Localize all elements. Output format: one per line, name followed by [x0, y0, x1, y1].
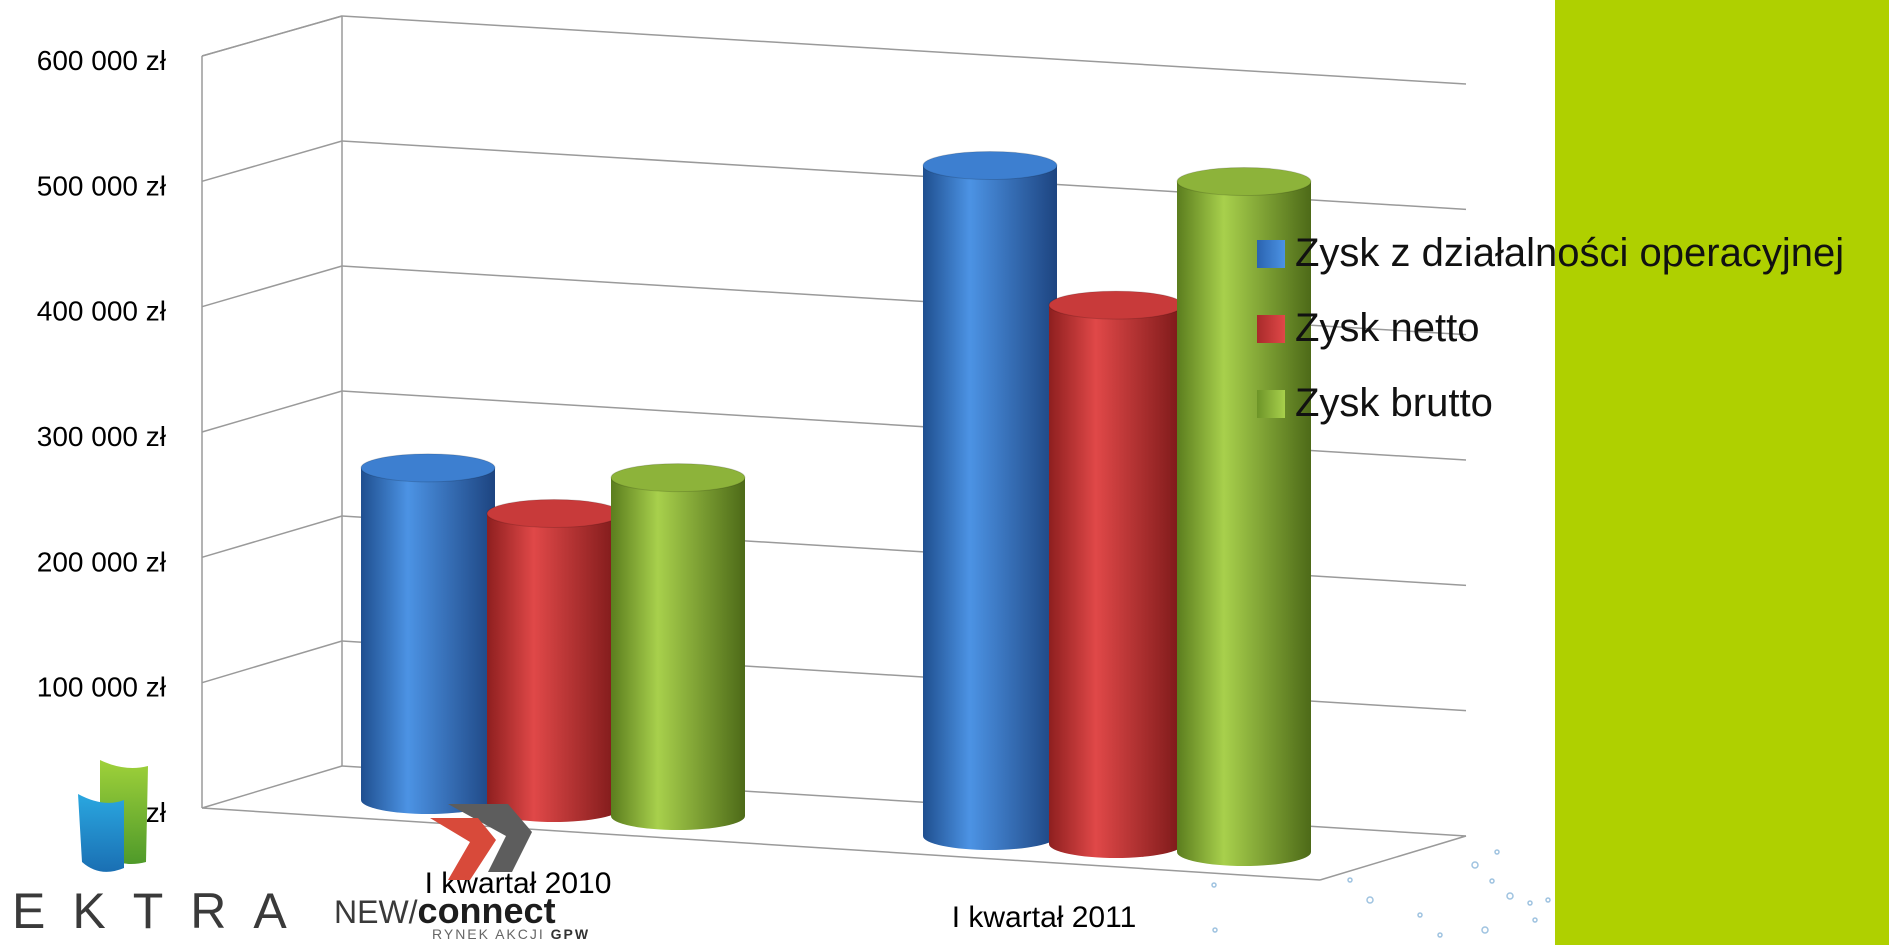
floor-front-edge — [201, 807, 1321, 881]
bar-cylinder-top — [1048, 290, 1184, 320]
legend-item: Zysk brutto — [1257, 366, 1844, 441]
gridline-back — [341, 15, 1467, 85]
legend-label: Zysk netto — [1295, 306, 1480, 350]
gridline-side — [201, 265, 343, 308]
bar-cylinder — [361, 467, 495, 814]
gridline-side — [201, 140, 343, 183]
floor-right-edge — [1319, 835, 1467, 881]
chart-legend: Zysk z działalności operacyjnej Zysk net… — [1257, 216, 1844, 441]
legend-label: Zysk brutto — [1295, 381, 1493, 425]
gridline-side — [201, 640, 343, 684]
newconnect-arrow-icon — [430, 804, 532, 880]
newconnect-tagline: RYNEK AKCJI GPW — [432, 926, 590, 942]
bar-cylinder-top — [922, 150, 1058, 180]
newconnect-logo-text: NEW/connect — [334, 890, 556, 932]
bar-cylinder-top — [1176, 166, 1312, 196]
bar-cylinder — [487, 513, 621, 822]
y-tick-label: 100 000 zł — [37, 672, 167, 703]
bar-cylinder-top — [610, 463, 746, 493]
newconnect-prefix: NEW/ — [334, 894, 418, 930]
side-panel — [1555, 0, 1889, 945]
y-tick-label: 400 000 zł — [37, 296, 167, 327]
bar-cylinder-top — [486, 498, 622, 528]
legend-swatch-operating-profit — [1257, 239, 1285, 268]
y-tick-label: 300 000 zł — [37, 421, 167, 452]
ektra-logo-icon — [78, 760, 148, 872]
gridline-side — [201, 390, 343, 433]
bar-cylinder — [1049, 305, 1183, 858]
legend-swatch-net-profit — [1257, 314, 1285, 343]
ektra-logo-text: EKTRA — [12, 883, 314, 939]
x-tick-label: I kwartał 2011 — [952, 901, 1137, 934]
newconnect-bold: connect — [417, 890, 556, 931]
bar-cylinder — [1177, 181, 1311, 866]
legend-swatch-gross-profit — [1257, 389, 1285, 418]
y-tick-label: 500 000 zł — [37, 170, 167, 201]
legend-item: Zysk z działalności operacyjnej — [1257, 216, 1844, 291]
water-droplets-icon — [1211, 849, 1563, 938]
legend-item: Zysk netto — [1257, 291, 1844, 366]
gridline-side — [201, 765, 343, 809]
y-tick-label: 200 000 zł — [37, 546, 167, 577]
newconnect-tagline-text: RYNEK AKCJI — [432, 926, 545, 942]
newconnect-tagline-bold: GPW — [550, 926, 591, 942]
bar-cylinder — [611, 477, 745, 830]
gridline-side — [201, 515, 343, 559]
legend-label: Zysk z działalności operacyjnej — [1295, 231, 1845, 275]
y-tick-label: 600 000 zł — [37, 45, 167, 76]
bar-cylinder-top — [360, 453, 496, 483]
bar-cylinder — [923, 165, 1057, 850]
gridline-side — [201, 15, 343, 57]
